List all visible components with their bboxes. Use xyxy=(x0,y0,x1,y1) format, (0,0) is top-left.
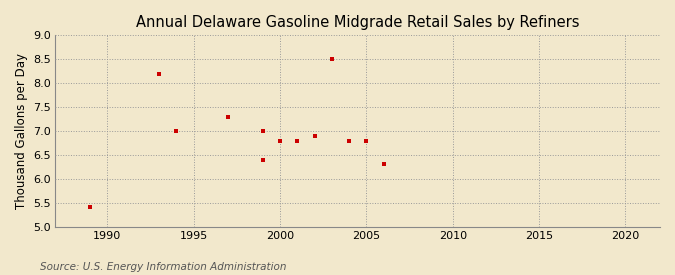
Point xyxy=(154,72,165,76)
Y-axis label: Thousand Gallons per Day: Thousand Gallons per Day xyxy=(15,53,28,209)
Point xyxy=(344,138,354,143)
Point xyxy=(378,162,389,167)
Title: Annual Delaware Gasoline Midgrade Retail Sales by Refiners: Annual Delaware Gasoline Midgrade Retail… xyxy=(136,15,579,30)
Point xyxy=(257,158,268,162)
Point xyxy=(84,205,95,210)
Text: Source: U.S. Energy Information Administration: Source: U.S. Energy Information Administ… xyxy=(40,262,287,272)
Point xyxy=(223,114,234,119)
Point xyxy=(327,57,338,61)
Point xyxy=(275,138,286,143)
Point xyxy=(171,129,182,133)
Point xyxy=(361,138,372,143)
Point xyxy=(292,138,302,143)
Point xyxy=(309,134,320,138)
Point xyxy=(257,129,268,133)
